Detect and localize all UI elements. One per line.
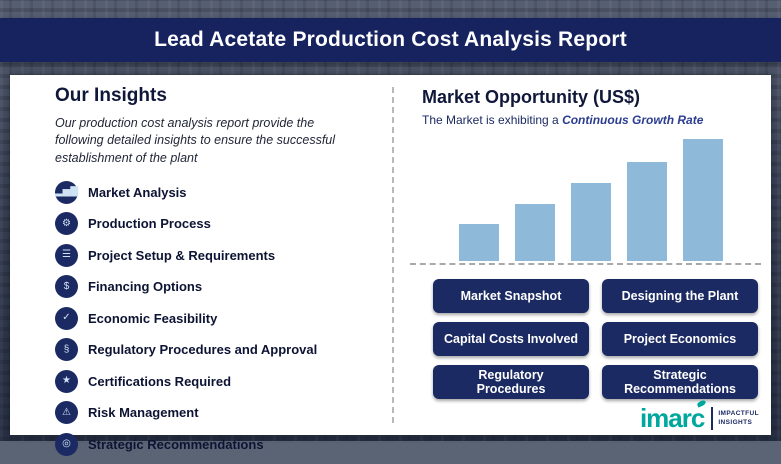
dollar-icon: $	[55, 275, 78, 299]
insight-item-financing-options: $ Financing Options	[55, 275, 385, 299]
button-capital-costs-involved[interactable]: Capital Costs Involved	[433, 322, 589, 356]
vertical-divider	[392, 87, 394, 423]
insight-item-project-setup: ☰ Project Setup & Requirements	[55, 243, 385, 267]
market-heading: Market Opportunity (US$)	[422, 87, 641, 107]
insight-item-market-analysis: ▂▅▇ Market Analysis	[55, 180, 385, 204]
document-icon: §	[55, 338, 78, 362]
insight-item-production-process: ⚙ Production Process	[55, 212, 385, 236]
content-panel: Our Insights Our production cost analysi…	[10, 75, 771, 456]
button-regulatory-procedures[interactable]: Regulatory Procedures	[433, 365, 589, 399]
warning-icon: ⚠	[55, 401, 78, 425]
imarc-logo: imarc IMPACTFUL INSIGHTS	[639, 399, 759, 433]
chart-bar	[626, 162, 667, 261]
insights-description: Our production cost analysis report prov…	[55, 116, 336, 165]
insight-label: Certifications Required	[88, 373, 232, 389]
gear-icon: ⚙	[55, 212, 78, 236]
insights-section: Our Insights Our production cost analysi…	[55, 85, 385, 464]
logo-separator	[711, 407, 714, 430]
insight-item-strategic-recommendations: ◎ Strategic Recommendations	[55, 432, 385, 456]
subtitle-highlight: Continuous Growth Rate	[562, 113, 704, 127]
button-project-economics[interactable]: Project Economics	[602, 322, 758, 356]
chart-bar	[514, 204, 555, 261]
clipboard-icon: ☰	[55, 243, 78, 267]
logo-tagline: IMPACTFUL INSIGHTS	[718, 410, 759, 428]
chart-bar	[570, 183, 611, 261]
insights-heading: Our Insights	[55, 85, 167, 106]
certificate-icon: ★	[55, 369, 78, 393]
button-market-snapshot[interactable]: Market Snapshot	[433, 279, 589, 313]
insight-label: Economic Feasibility	[88, 310, 218, 326]
insight-label: Strategic Recommendations	[88, 436, 264, 452]
report-buttons: Market Snapshot Designing the Plant Capi…	[433, 279, 758, 399]
report-title-banner: Lead Acetate Production Cost Analysis Re…	[0, 18, 781, 62]
chart-baseline	[410, 263, 761, 265]
insight-label: Project Setup & Requirements	[88, 247, 276, 263]
insight-label: Financing Options	[88, 279, 203, 295]
insight-label: Production Process	[88, 216, 211, 232]
bar-chart-icon: ▂▅▇	[55, 180, 78, 204]
market-subtitle: The Market is exhibiting a Continuous Gr…	[422, 113, 703, 127]
chart-bar	[458, 224, 499, 261]
button-strategic-recommendations[interactable]: Strategic Recommendations	[602, 365, 758, 399]
insight-label: Regulatory Procedures and Approval	[88, 342, 318, 358]
market-bar-chart	[450, 137, 731, 261]
subtitle-prefix: The Market is exhibiting a	[422, 113, 563, 127]
insight-item-risk-management: ⚠ Risk Management	[55, 401, 385, 425]
insight-item-economic-feasibility: ✓ Economic Feasibility	[55, 306, 385, 330]
button-designing-the-plant[interactable]: Designing the Plant	[602, 279, 758, 313]
imarc-wordmark: imarc	[639, 399, 707, 433]
market-section: Market Opportunity (US$) The Market is e…	[400, 75, 771, 435]
insight-label: Market Analysis	[88, 184, 187, 200]
insights-list: ▂▅▇ Market Analysis ⚙ Production Process…	[55, 180, 385, 456]
chart-bar	[682, 139, 723, 261]
insight-label: Risk Management	[88, 405, 199, 421]
checkmark-icon: ✓	[55, 306, 78, 330]
target-icon: ◎	[55, 432, 78, 456]
insight-item-regulatory-procedures: § Regulatory Procedures and Approval	[55, 338, 385, 362]
page-title: Lead Acetate Production Cost Analysis Re…	[154, 28, 627, 51]
tagline-line-1: IMPACTFUL	[718, 409, 759, 417]
insight-item-certifications: ★ Certifications Required	[55, 369, 385, 393]
tagline-line-2: INSIGHTS	[718, 418, 753, 426]
imarc-logo-text: imarc	[639, 403, 705, 433]
